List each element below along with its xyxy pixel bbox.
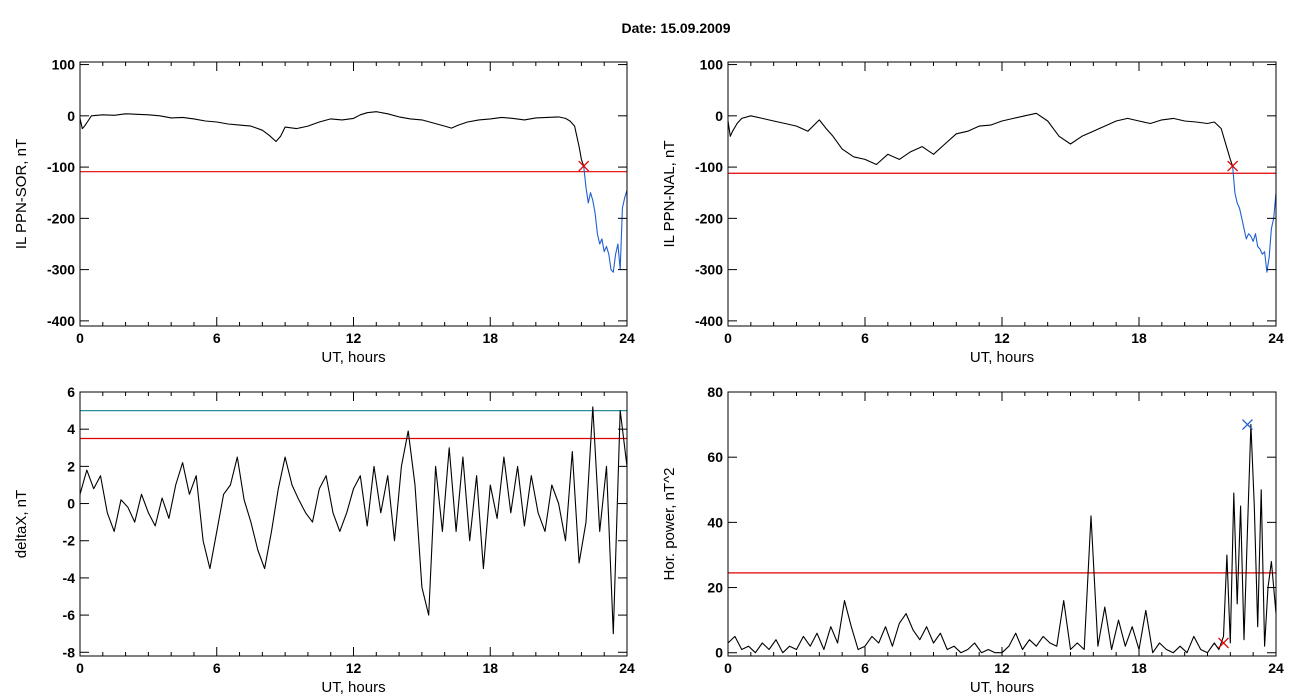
il-ppn-nal-ytick-label-2: -100 xyxy=(695,159,723,175)
il-ppn-nal-plot-frame xyxy=(727,61,1277,327)
deltax-ytick-label-7: -8 xyxy=(63,644,76,660)
il-ppn-sor-ytick-label-0: 100 xyxy=(52,57,76,73)
hor-power-xtick-label-0: 0 xyxy=(724,660,732,676)
deltax-ytick-label-4: -2 xyxy=(63,533,76,549)
il-ppn-sor-xtick-label-2: 12 xyxy=(346,330,362,346)
hor-power-yaxis-label: Hor. power, nT^2 xyxy=(661,468,678,581)
il-ppn-sor-xtick-label-0: 0 xyxy=(76,330,84,346)
il-ppn-nal-ytick-label-3: -200 xyxy=(695,210,723,226)
il-ppn-nal-xaxis-label: UT, hours xyxy=(970,349,1034,366)
il-ppn-nal-yaxis-label: IL PPN-NAL, nT xyxy=(661,141,678,248)
il-ppn-nal-ytick-label-0: 100 xyxy=(700,57,724,73)
il-ppn-sor-ytick-label-2: -100 xyxy=(47,159,75,175)
hor-power-series-0 xyxy=(728,424,1276,654)
hor-power-marker-1-stroke-b xyxy=(1218,637,1229,649)
il-ppn-nal-marker-0-stroke-b xyxy=(1227,160,1239,172)
deltax-xtick-label-2: 12 xyxy=(346,660,362,676)
hor-power-plot-frame xyxy=(727,391,1277,657)
panel-hor-power: 0 6 12 18 24 80 60 40 20 0 UT, hours Hor. power, nT… xyxy=(661,384,1284,696)
panel-deltax: 0 6 12 18 24 6 4 2 0 -2 -4 -6 -8 UT, hours deltaX, nT xyxy=(13,384,635,696)
hor-power-marker-1 xyxy=(1218,637,1229,649)
il-ppn-nal-xtick-label-4: 24 xyxy=(1268,330,1284,346)
deltax-ytick-label-6: -6 xyxy=(63,607,76,623)
il-ppn-sor-ytick-label-4: -300 xyxy=(47,262,75,278)
deltax-ytick-label-2: 2 xyxy=(67,458,75,474)
panel-il-ppn-sor: 0 6 12 18 24 100 0 -100 -200 -300 -400 UT, hours IL … xyxy=(13,57,635,366)
il-ppn-nal-ytick-label-4: -300 xyxy=(695,262,723,278)
deltax-xtick-label-0: 0 xyxy=(76,660,84,676)
hor-power-ytick-label-1: 60 xyxy=(707,449,723,465)
deltax-ytick-label-3: 0 xyxy=(67,496,75,512)
il-ppn-sor-xtick-label-4: 24 xyxy=(619,330,635,346)
deltax-series-0 xyxy=(80,406,627,635)
il-ppn-sor-series-1 xyxy=(583,166,627,273)
deltax-yaxis-label: deltaX, nT xyxy=(13,490,30,558)
il-ppn-nal-series-0 xyxy=(728,112,1234,167)
deltax-ytick-label-0: 6 xyxy=(67,384,75,400)
deltax-ytick-label-5: -4 xyxy=(63,570,76,586)
il-ppn-sor-xtick-label-3: 18 xyxy=(482,330,498,346)
il-ppn-nal-series-1 xyxy=(1232,166,1276,273)
hor-power-ytick-label-3: 20 xyxy=(707,580,723,596)
il-ppn-nal-xtick-label-1: 6 xyxy=(861,330,869,346)
hor-power-xtick-label-2: 12 xyxy=(994,660,1010,676)
deltax-plot-frame xyxy=(79,391,628,657)
il-ppn-sor-plot-frame xyxy=(79,61,628,327)
deltax-xtick-label-1: 6 xyxy=(213,660,221,676)
hor-power-xtick-label-3: 18 xyxy=(1131,660,1147,676)
il-ppn-sor-ytick-label-1: 0 xyxy=(67,108,75,124)
deltax-xtick-label-4: 24 xyxy=(619,660,635,676)
il-ppn-nal-xtick-label-2: 12 xyxy=(994,330,1010,346)
il-ppn-sor-ytick-label-3: -200 xyxy=(47,210,75,226)
hor-power-ytick-label-0: 80 xyxy=(707,384,723,400)
hor-power-marker-0-stroke-b xyxy=(1241,419,1253,431)
deltax-xaxis-label: UT, hours xyxy=(321,679,385,696)
il-ppn-nal-ytick-label-5: -400 xyxy=(695,313,723,329)
il-ppn-sor-xaxis-label: UT, hours xyxy=(321,349,385,366)
il-ppn-sor-xtick-label-1: 6 xyxy=(213,330,221,346)
il-ppn-sor-series-0 xyxy=(80,111,585,167)
panel-il-ppn-nal: 0 6 12 18 24 100 0 -100 -200 -300 -400 UT, hours IL … xyxy=(661,57,1284,366)
il-ppn-nal-xtick-label-0: 0 xyxy=(724,330,732,346)
hor-power-xtick-label-1: 6 xyxy=(861,660,869,676)
il-ppn-nal-xtick-label-3: 18 xyxy=(1131,330,1147,346)
il-ppn-sor-marker-0 xyxy=(578,160,590,172)
il-ppn-nal-marker-0 xyxy=(1227,160,1239,172)
il-ppn-nal-ytick-label-1: 0 xyxy=(715,108,723,124)
hor-power-ytick-label-2: 40 xyxy=(707,514,723,530)
il-ppn-sor-ytick-label-5: -400 xyxy=(47,313,75,329)
hor-power-ytick-label-4: 0 xyxy=(715,645,723,661)
hor-power-xtick-label-4: 24 xyxy=(1268,660,1284,676)
il-ppn-sor-yaxis-label: IL PPN-SOR, nT xyxy=(13,139,30,249)
figure-title: Date: 15.09.2009 xyxy=(622,20,731,36)
deltax-xtick-label-3: 18 xyxy=(482,660,498,676)
il-ppn-sor-marker-0-stroke-b xyxy=(578,160,590,172)
deltax-ytick-label-1: 4 xyxy=(67,421,75,437)
hor-power-xaxis-label: UT, hours xyxy=(970,679,1034,696)
hor-power-marker-0 xyxy=(1241,419,1253,431)
